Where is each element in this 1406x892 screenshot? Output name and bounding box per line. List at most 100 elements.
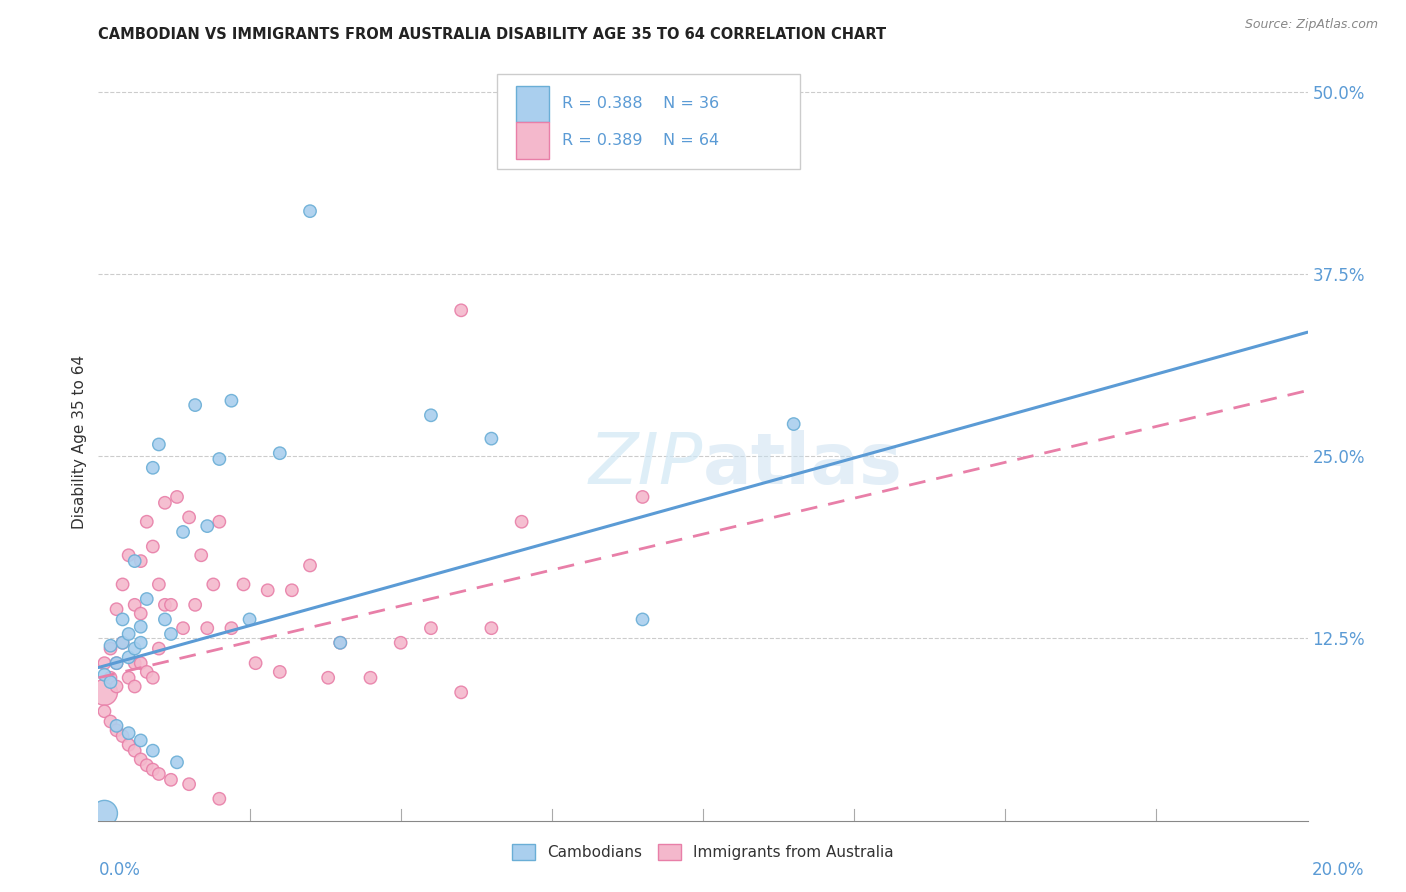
Point <box>783 417 806 431</box>
Point <box>148 437 170 451</box>
Point <box>153 598 176 612</box>
Point <box>631 490 654 504</box>
Point <box>450 303 472 318</box>
Point <box>420 409 443 423</box>
Point <box>166 756 188 770</box>
Point <box>166 490 188 504</box>
Point <box>135 515 157 529</box>
Point <box>118 726 141 740</box>
Point <box>124 656 146 670</box>
Point <box>105 602 128 616</box>
Point <box>100 641 122 656</box>
Point <box>124 641 146 656</box>
Point <box>105 723 128 738</box>
Point <box>111 577 134 591</box>
Point <box>105 680 128 694</box>
Point <box>111 636 134 650</box>
Point <box>111 636 134 650</box>
Point <box>160 598 183 612</box>
Point <box>111 612 134 626</box>
Point <box>316 671 339 685</box>
Point <box>208 791 231 805</box>
FancyBboxPatch shape <box>516 122 550 159</box>
Point <box>184 598 207 612</box>
Point <box>93 656 115 670</box>
Point <box>420 621 443 635</box>
Point <box>148 641 170 656</box>
Point <box>269 446 291 460</box>
Point <box>172 524 194 539</box>
Point <box>172 621 194 635</box>
Point <box>118 671 141 685</box>
Point <box>329 636 352 650</box>
Point <box>148 577 170 591</box>
Point <box>269 665 291 679</box>
Point <box>118 627 141 641</box>
Text: Source: ZipAtlas.com: Source: ZipAtlas.com <box>1244 18 1378 31</box>
Point <box>184 398 207 412</box>
Point <box>93 668 115 682</box>
Point <box>142 671 165 685</box>
Point <box>221 393 243 408</box>
Text: R = 0.389    N = 64: R = 0.389 N = 64 <box>561 133 718 148</box>
Point <box>450 685 472 699</box>
Point <box>281 583 304 598</box>
Point <box>135 592 157 607</box>
Point <box>100 714 122 729</box>
FancyBboxPatch shape <box>498 74 800 169</box>
Point <box>129 554 152 568</box>
Point <box>239 612 262 626</box>
Point <box>129 620 152 634</box>
Point <box>481 621 503 635</box>
Point <box>360 671 382 685</box>
Point <box>118 548 141 563</box>
Point <box>160 627 183 641</box>
Point <box>135 758 157 772</box>
Point <box>299 558 322 573</box>
Point <box>105 656 128 670</box>
Point <box>481 432 503 446</box>
Point <box>389 636 412 650</box>
Point <box>124 680 146 694</box>
Point <box>93 806 115 821</box>
Point <box>148 767 170 781</box>
Text: 0.0%: 0.0% <box>98 861 141 879</box>
Point <box>179 777 201 791</box>
Point <box>195 621 218 635</box>
Point <box>129 656 152 670</box>
Point <box>93 685 115 699</box>
Point <box>190 548 212 563</box>
Point <box>256 583 278 598</box>
Text: ZIP: ZIP <box>589 430 703 499</box>
Point <box>124 554 146 568</box>
Point <box>93 704 115 718</box>
Point <box>100 639 122 653</box>
Point <box>179 510 201 524</box>
Point <box>118 738 141 752</box>
Y-axis label: Disability Age 35 to 64: Disability Age 35 to 64 <box>72 354 87 529</box>
Point <box>142 460 165 475</box>
Point <box>111 729 134 743</box>
Point <box>221 621 243 635</box>
Text: 20.0%: 20.0% <box>1312 861 1364 879</box>
Point <box>631 612 654 626</box>
Point <box>124 598 146 612</box>
Point <box>208 452 231 467</box>
Point <box>129 607 152 621</box>
Text: atlas: atlas <box>703 430 903 499</box>
Text: R = 0.388    N = 36: R = 0.388 N = 36 <box>561 96 718 112</box>
Point <box>129 752 152 766</box>
Point <box>135 665 157 679</box>
Point <box>100 675 122 690</box>
Point <box>153 612 176 626</box>
Point <box>118 650 141 665</box>
Point <box>142 744 165 758</box>
Point <box>105 719 128 733</box>
Point <box>195 519 218 533</box>
Point <box>129 636 152 650</box>
Point <box>232 577 254 591</box>
Point <box>202 577 225 591</box>
Point <box>100 671 122 685</box>
Text: CAMBODIAN VS IMMIGRANTS FROM AUSTRALIA DISABILITY AGE 35 TO 64 CORRELATION CHART: CAMBODIAN VS IMMIGRANTS FROM AUSTRALIA D… <box>98 27 887 42</box>
Point <box>208 515 231 529</box>
